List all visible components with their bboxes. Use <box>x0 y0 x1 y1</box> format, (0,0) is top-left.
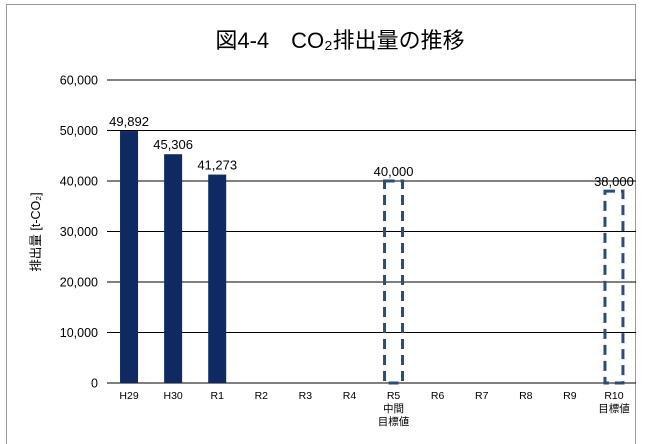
chart-title: 図4-4 CO₂排出量の推移 <box>215 28 464 53</box>
x-category-label: R1 <box>210 390 224 402</box>
x-category-label: R5 <box>387 390 401 402</box>
y-tick-label: 20,000 <box>60 276 98 290</box>
x-category-label: R10 <box>604 390 623 402</box>
x-category-sublabel: 中間 <box>383 402 404 415</box>
x-category-label: R6 <box>431 390 445 402</box>
y-tick-label: 60,000 <box>60 74 98 88</box>
y-tick-label: 40,000 <box>60 175 98 189</box>
bar <box>208 174 227 383</box>
x-category-label: R2 <box>255 390 269 402</box>
bars <box>120 131 625 385</box>
x-category-sublabel: 目標値 <box>598 402 630 415</box>
data-label: 38,000 <box>594 174 634 189</box>
target-bar <box>383 179 405 385</box>
chart-frame <box>6 4 636 444</box>
x-category-label: R7 <box>475 390 489 402</box>
data-labels: 49,892 45,306 41,273 40,000 38,000 <box>109 114 634 189</box>
gridlines <box>107 79 636 384</box>
bar <box>120 131 139 383</box>
y-axis-label: 排出量 [t-CO₂] <box>29 192 43 271</box>
data-label: 41,273 <box>197 158 237 173</box>
x-category-label: H30 <box>163 390 182 402</box>
y-tick-label: 30,000 <box>60 225 98 239</box>
x-category-sublabel: 目標値 <box>378 415 410 428</box>
data-label: 49,892 <box>109 114 149 129</box>
bar <box>164 154 183 383</box>
y-tick-label: 50,000 <box>60 124 98 138</box>
x-category-label: R3 <box>299 390 313 402</box>
x-category-label: H29 <box>119 390 138 402</box>
x-category-label: R4 <box>343 390 357 402</box>
data-label: 45,306 <box>153 137 193 152</box>
y-tick-label: 0 <box>91 377 98 391</box>
target-bar <box>603 189 625 385</box>
y-tick-label: 10,000 <box>60 326 98 340</box>
x-category-label: R8 <box>519 390 533 402</box>
data-label: 40,000 <box>374 164 414 179</box>
x-category-label: R9 <box>563 390 577 402</box>
co2-emissions-chart: 図4-4 CO₂排出量の推移 0 10,000 20,000 30,000 40,000… <box>29 28 636 428</box>
y-axis-ticks: 0 10,000 20,000 30,000 40,000 50,000 60,000 <box>60 74 98 391</box>
